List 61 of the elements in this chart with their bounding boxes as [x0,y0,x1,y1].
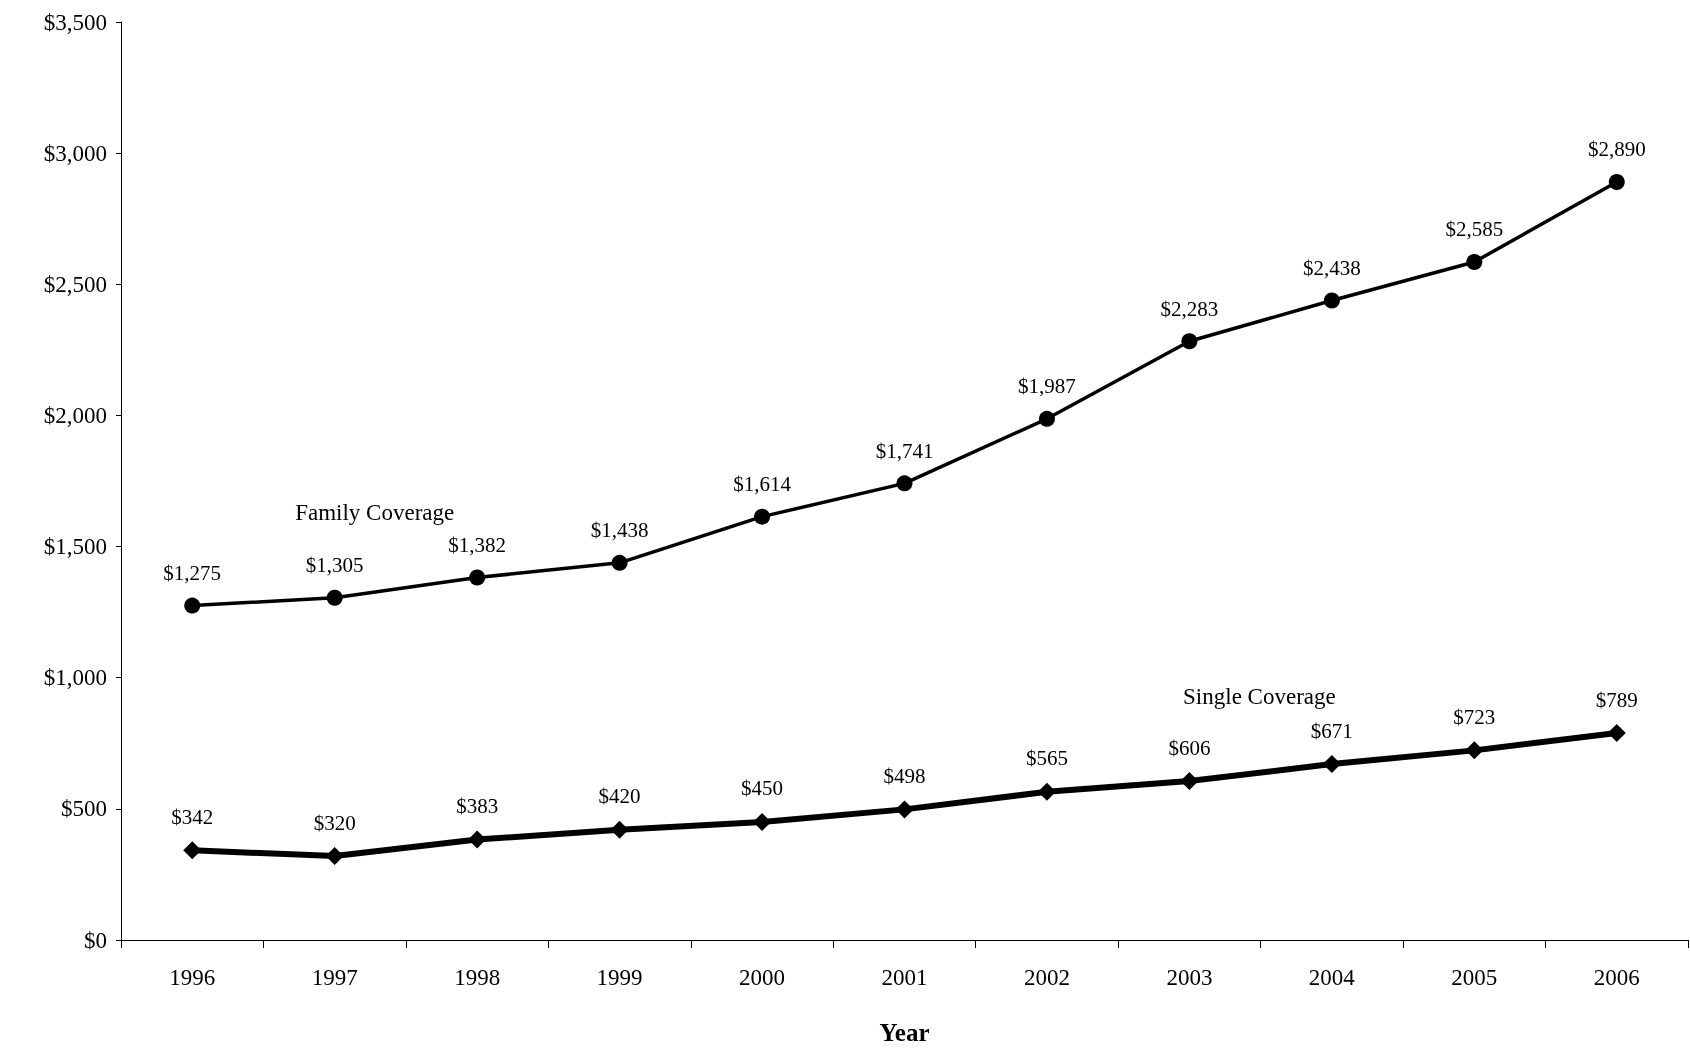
x-tick-label: 2004 [1308,965,1356,990]
point [184,597,201,614]
point [469,569,486,586]
point [1181,333,1198,350]
point [1466,254,1483,270]
x-tick-label: 1999 [596,965,643,990]
data-label: $565 [1025,746,1068,771]
data-label: $342 [171,804,214,829]
y-tick-label: $2,500 [43,271,107,297]
data-label: $1,305 [305,553,364,578]
point [326,589,343,606]
x-tick-label: 2001 [881,965,928,990]
point [610,820,629,839]
data-label: $420 [598,784,641,809]
point [1037,782,1056,801]
data-label: $320 [313,810,356,835]
x-axis-title: Year [879,1019,930,1046]
y-tick-label: $500 [61,796,107,822]
point [1323,292,1340,309]
data-label: $2,585 [1445,217,1504,242]
data-label: $1,987 [1018,374,1076,399]
point [1038,410,1055,427]
data-label: $1,614 [733,472,792,497]
y-tick-label: $1,500 [43,534,107,560]
x-tick-label: 2002 [1023,965,1070,990]
y-tick-label: $2,000 [43,402,107,428]
data-label: $789 [1595,687,1638,712]
data-label: $1,438 [590,518,649,543]
y-tick-label: $1,000 [43,665,107,691]
y-tick-label: $0 [84,927,107,953]
data-label: $606 [1168,735,1211,760]
data-label: $450 [741,776,784,801]
x-tick-label: 2003 [1166,965,1213,990]
x-tick-label: 1997 [311,965,358,990]
point [754,508,771,525]
x-tick-label: 1996 [169,965,216,990]
data-label: $2,438 [1302,256,1361,281]
point [896,475,913,492]
point [1465,741,1484,760]
data-label: $1,741 [875,438,934,463]
data-label: $1,382 [448,533,507,558]
data-label: $2,283 [1160,296,1219,321]
x-tick-label: 2006 [1593,965,1640,990]
point [1607,724,1626,743]
data-label: $723 [1453,704,1496,729]
x-tick-label: 2005 [1451,965,1498,990]
text: Family Coverage [295,500,455,526]
data-label: $498 [883,763,926,788]
point [1608,174,1625,190]
y-tick-label: $3,500 [43,9,107,35]
y-tick-label: $3,000 [43,140,107,166]
data-label: $2,890 [1587,137,1646,162]
point [1180,772,1199,791]
data-label: $383 [456,794,499,819]
point [611,554,628,571]
x-tick-label: 2000 [739,965,786,990]
data-label: $1,275 [163,561,222,586]
text: Single Coverage [1183,683,1336,709]
point [895,800,914,819]
x-tick-label: 1998 [454,965,501,990]
data-label: $671 [1310,718,1353,743]
